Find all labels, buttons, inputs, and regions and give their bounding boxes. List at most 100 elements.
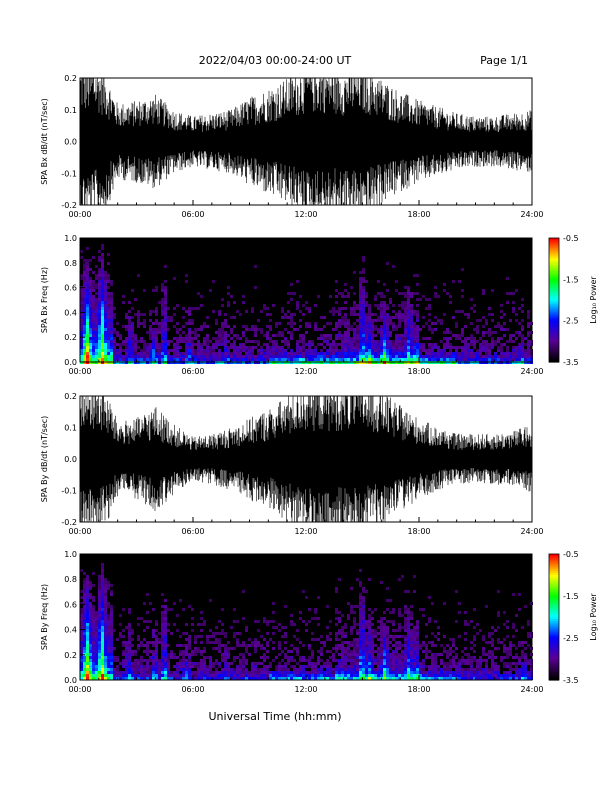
heatmap-cell bbox=[407, 304, 410, 307]
heatmap-cell bbox=[104, 286, 107, 289]
heatmap-cell bbox=[380, 617, 383, 620]
heatmap-cell bbox=[251, 358, 254, 361]
heatmap-cell bbox=[437, 653, 440, 656]
heatmap-cell bbox=[443, 355, 446, 358]
heatmap-cell bbox=[86, 602, 89, 605]
heatmap-cell bbox=[476, 632, 479, 635]
heatmap-cell bbox=[146, 653, 149, 656]
heatmap-cell bbox=[293, 355, 296, 358]
heatmap-cell bbox=[110, 337, 113, 340]
heatmap-cell bbox=[377, 355, 380, 358]
heatmap-cell bbox=[344, 650, 347, 653]
heatmap-cell bbox=[464, 340, 467, 343]
heatmap-cell bbox=[428, 307, 431, 310]
heatmap-cell bbox=[296, 280, 299, 283]
heatmap-cell bbox=[125, 349, 128, 352]
heatmap-cell bbox=[413, 310, 416, 313]
heatmap-cell bbox=[101, 572, 104, 575]
heatmap-cell bbox=[470, 355, 473, 358]
heatmap-cell bbox=[95, 334, 98, 337]
heatmap-cell bbox=[89, 307, 92, 310]
heatmap-cell bbox=[221, 632, 224, 635]
heatmap-cell bbox=[461, 289, 464, 292]
heatmap-cell bbox=[428, 641, 431, 644]
heatmap-cell bbox=[239, 355, 242, 358]
heatmap-cell bbox=[392, 629, 395, 632]
heatmap-cell bbox=[182, 677, 185, 680]
heatmap-cell bbox=[98, 602, 101, 605]
heatmap-cell bbox=[359, 295, 362, 298]
heatmap-cell bbox=[365, 641, 368, 644]
heatmap-cell bbox=[356, 662, 359, 665]
heatmap-cell bbox=[284, 352, 287, 355]
heatmap-cell bbox=[284, 632, 287, 635]
heatmap-cell bbox=[389, 620, 392, 623]
heatmap-cell bbox=[164, 328, 167, 331]
heatmap-cell bbox=[374, 352, 377, 355]
heatmap-cell bbox=[323, 674, 326, 677]
heatmap-cell bbox=[440, 355, 443, 358]
heatmap-cell bbox=[236, 674, 239, 677]
heatmap-cell bbox=[233, 632, 236, 635]
heatmap-cell bbox=[242, 358, 245, 361]
heatmap-cell bbox=[302, 343, 305, 346]
heatmap-cell bbox=[527, 343, 530, 346]
heatmap-cell bbox=[362, 295, 365, 298]
heatmap-cell bbox=[104, 674, 107, 677]
heatmap-cell bbox=[83, 358, 86, 361]
heatmap-cell bbox=[278, 629, 281, 632]
heatmap-cell bbox=[329, 352, 332, 355]
heatmap-cell bbox=[341, 641, 344, 644]
heatmap-cell bbox=[440, 671, 443, 674]
heatmap-cell bbox=[482, 349, 485, 352]
heatmap-cell bbox=[218, 349, 221, 352]
heatmap-cell bbox=[428, 304, 431, 307]
heatmap-cell bbox=[521, 319, 524, 322]
heatmap-cell bbox=[338, 337, 341, 340]
heatmap-cell bbox=[512, 301, 515, 304]
heatmap-cell bbox=[101, 253, 104, 256]
heatmap-cell bbox=[155, 307, 158, 310]
heatmap-cell bbox=[299, 352, 302, 355]
heatmap-cell bbox=[83, 608, 86, 611]
heatmap-cell bbox=[107, 674, 110, 677]
heatmap-cell bbox=[470, 668, 473, 671]
heatmap-cell bbox=[386, 304, 389, 307]
y-axis-title: SPA Bx dB/dt (nT/sec) bbox=[40, 98, 49, 185]
heatmap-cell bbox=[293, 358, 296, 361]
heatmap-cell bbox=[263, 617, 266, 620]
heatmap-cell bbox=[236, 358, 239, 361]
heatmap-cell bbox=[92, 572, 95, 575]
heatmap-cell bbox=[119, 349, 122, 352]
heatmap-cell bbox=[98, 647, 101, 650]
heatmap-cell bbox=[338, 647, 341, 650]
heatmap-cell bbox=[107, 584, 110, 587]
heatmap-cell bbox=[398, 337, 401, 340]
heatmap-cell bbox=[407, 638, 410, 641]
heatmap-cell bbox=[128, 623, 131, 626]
heatmap-cell bbox=[389, 665, 392, 668]
heatmap-cell bbox=[416, 638, 419, 641]
heatmap-cell bbox=[383, 355, 386, 358]
heatmap-cell bbox=[407, 635, 410, 638]
heatmap-cell bbox=[473, 635, 476, 638]
heatmap-cell bbox=[326, 334, 329, 337]
heatmap-cell bbox=[368, 635, 371, 638]
heatmap-cell bbox=[482, 358, 485, 361]
heatmap-cell bbox=[92, 617, 95, 620]
heatmap-cell bbox=[353, 650, 356, 653]
heatmap-cell bbox=[521, 340, 524, 343]
heatmap-cell bbox=[335, 671, 338, 674]
heatmap-cell bbox=[134, 352, 137, 355]
heatmap-cell bbox=[329, 650, 332, 653]
heatmap-cell bbox=[281, 671, 284, 674]
heatmap-cell bbox=[80, 671, 83, 674]
heatmap-cell bbox=[359, 617, 362, 620]
heatmap-cell bbox=[368, 319, 371, 322]
heatmap-cell bbox=[464, 349, 467, 352]
heatmap-cell bbox=[428, 328, 431, 331]
heatmap-cell bbox=[353, 358, 356, 361]
heatmap-cell bbox=[278, 677, 281, 680]
heatmap-cell bbox=[452, 638, 455, 641]
heatmap-cell bbox=[143, 650, 146, 653]
